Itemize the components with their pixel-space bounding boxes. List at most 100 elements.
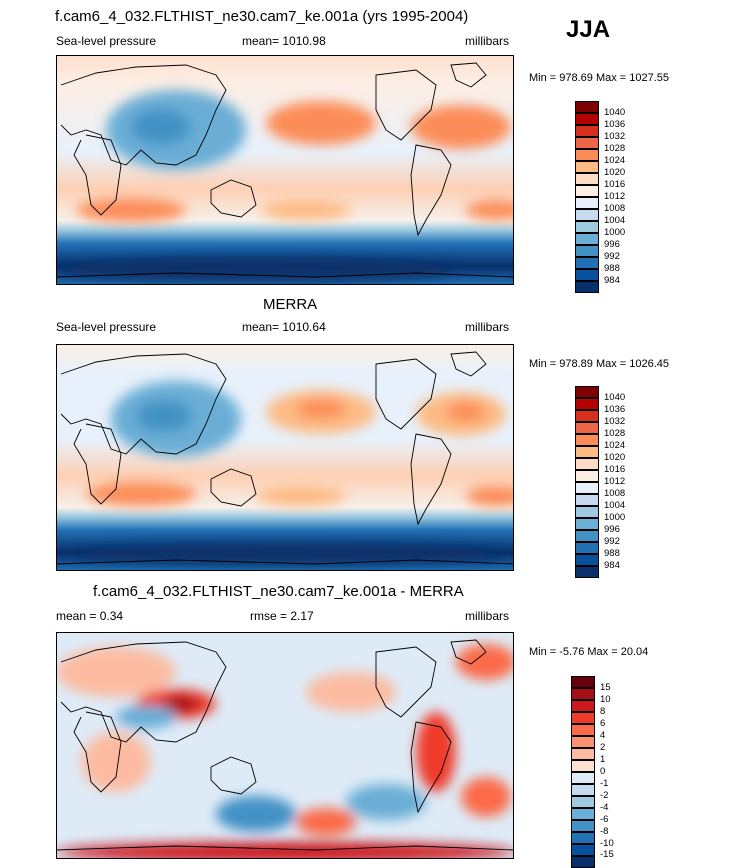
panel3-map-frame [56, 632, 514, 859]
panel3-cbar-label: 6 [600, 718, 606, 729]
panel2-cbar-label: 1000 [604, 512, 626, 523]
panel2-cbar-cell [575, 446, 599, 458]
panel2-cbar-label: 1040 [604, 392, 626, 403]
panel2-coastlines [56, 351, 514, 565]
panel3-map-svg [56, 632, 514, 859]
panel2-units-label: millibars [465, 320, 510, 334]
panel3-cbar-cell [571, 700, 595, 712]
panel1-map [56, 55, 514, 285]
panel2-cbar-label: 1024 [604, 440, 626, 451]
panel3-cbar-cell [571, 832, 595, 844]
panel2-mean-label: mean= 1010.64 [242, 320, 326, 334]
panel3-cbar-label: -4 [600, 802, 609, 813]
panel2-minmax: Min = 978.89 Max = 1026.45 [529, 358, 670, 370]
panel1-cbar-cell [575, 269, 599, 281]
panel3-colorbar [571, 676, 595, 868]
panel2-cbar-label: 1020 [604, 452, 626, 463]
panel1-cbar-label: 988 [604, 263, 620, 274]
panel3-cbar-label: -10 [600, 838, 614, 849]
panel1-cbar-label: 1000 [604, 227, 626, 238]
panel3-cbar-label: 10 [600, 694, 611, 705]
panel2-map [56, 344, 514, 571]
panel2-cbar-label: 984 [604, 560, 620, 571]
panel3-units-label: millibars [465, 609, 510, 623]
panel2-cbar-label: 1008 [604, 488, 626, 499]
panel1-mean-label: mean= 1010.98 [242, 34, 326, 48]
panel3-cbar-cell [571, 856, 595, 868]
panel3-cbar-label: 0 [600, 766, 606, 777]
panel3-mean-label: mean = 0.34 [56, 609, 124, 623]
panel2-map-svg [56, 344, 514, 571]
panel1-azores-high [411, 105, 511, 149]
panel1-cbar-label: 1040 [604, 107, 626, 118]
panel1-title: f.cam6_4_032.FLTHIST_ne30.cam7_ke.001a (… [55, 8, 469, 25]
panel3-minmax: Min = -5.76 Max = 20.04 [529, 646, 649, 658]
panel2-title: MERRA [263, 296, 318, 313]
panel1-cbar-label: 1016 [604, 179, 626, 190]
panel2-cbar-cell [575, 554, 599, 566]
panel1-cbar-cell [575, 245, 599, 257]
panel1-cbar-label: 984 [604, 275, 620, 286]
panel3-cbar-cell [571, 772, 595, 784]
panel3-cbar-cell [571, 796, 595, 808]
panel1-cbar-cell [575, 125, 599, 137]
panel2-cbar-label: 992 [604, 536, 620, 547]
panel1-colorbar [575, 101, 599, 293]
panel1-cbar-label: 1028 [604, 143, 626, 154]
panel2-cbar-cell [575, 530, 599, 542]
panel2-cbar-cell [575, 494, 599, 506]
panel3-cbar-cell [571, 724, 595, 736]
panel3-cbar-label: 2 [600, 742, 606, 753]
panel1-cbar-cell [575, 233, 599, 245]
panel2-cbar-label: 1012 [604, 476, 626, 487]
panel2-south-indian-high [86, 482, 196, 506]
panel1-cbar-cell [575, 149, 599, 161]
panel2-map-frame [56, 344, 514, 571]
panel2-southern-ocean-low [66, 544, 506, 564]
panel3-cbar-cell [571, 748, 595, 760]
panel1-southern-ocean-low [56, 258, 456, 282]
panel1-cbar-cell [575, 101, 599, 113]
panel1-map-svg [56, 55, 514, 285]
panel1-coastlines [56, 62, 514, 278]
panel1-cbar-label: 1012 [604, 191, 626, 202]
panel3-cbar-label: 15 [600, 682, 611, 693]
panel2-variable-label: Sea-level pressure [56, 320, 157, 334]
panel3-cbar-cell [571, 736, 595, 748]
panel3-cbar-label: -2 [600, 790, 609, 801]
panel1-cbar-cell [575, 281, 599, 293]
panel1-cbar-label: 1032 [604, 131, 626, 142]
panel3-cbar-label: 8 [600, 706, 606, 717]
panel3-cbar-label: -1 [600, 778, 609, 789]
panel3-coastlines [56, 639, 514, 851]
panel1-map-frame [56, 55, 514, 285]
panel2-cbar-cell [575, 386, 599, 398]
panel2-cbar-label: 1016 [604, 464, 626, 475]
panel1-cbar-cell [575, 161, 599, 173]
panel3-map [56, 632, 514, 859]
panel1-cbar-label: 992 [604, 251, 620, 262]
panel3-cbar-cell [571, 820, 595, 832]
panel2-cbar-label: 1004 [604, 500, 626, 511]
panel1-cbar-cell [575, 113, 599, 125]
panel1-cbar-label: 1004 [604, 215, 626, 226]
panel2-cbar-cell [575, 542, 599, 554]
panel1-units-label: millibars [465, 34, 510, 48]
panel2-cbar-label: 1036 [604, 404, 626, 415]
panel2-cbar-label: 988 [604, 548, 620, 559]
panel1-cbar-label: 1020 [604, 167, 626, 178]
panel3-cbar-label: 1 [600, 754, 606, 765]
panel2-cbar-cell [575, 470, 599, 482]
panel3-cbar-label: 4 [600, 730, 606, 741]
panel3-south-pacific-negative [216, 796, 296, 832]
panel3-cbar-label: -8 [600, 826, 609, 837]
panel2-cbar-label: 996 [604, 524, 620, 535]
panel3-cbar-cell [571, 784, 595, 796]
season-label: JJA [566, 16, 611, 43]
panel1-cbar-cell [575, 197, 599, 209]
panel3-cbar-label: -6 [600, 814, 609, 825]
panel2-cbar-cell [575, 518, 599, 530]
panel1-field-background [56, 55, 514, 285]
panel1-cbar-label: 1024 [604, 155, 626, 166]
panel3-rmse-label: rmse = 2.17 [250, 609, 314, 623]
